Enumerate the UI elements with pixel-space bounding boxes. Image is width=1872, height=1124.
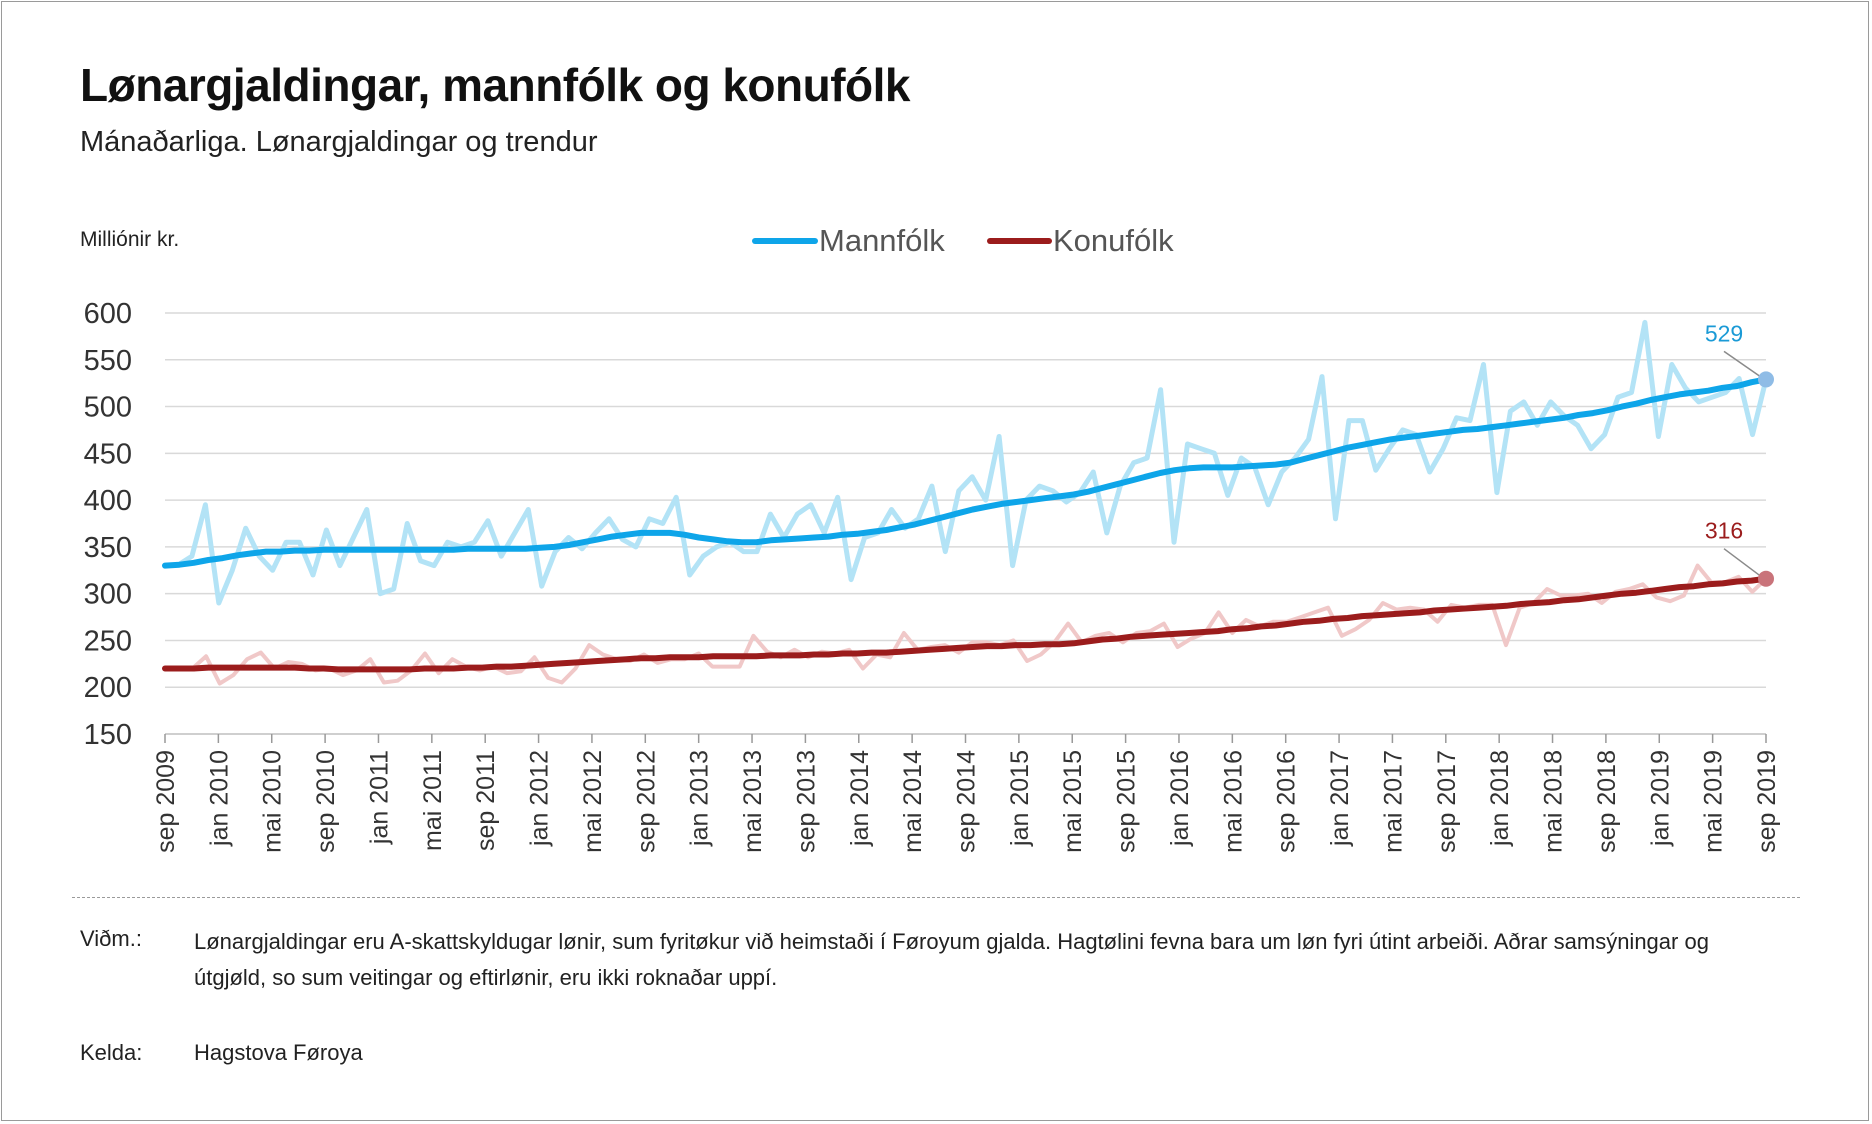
y-tick-label: 200 [84,672,132,704]
series-line-mannfolk-trend [162,376,1769,569]
source-text: Hagstova Føroya [194,1040,363,1065]
y-tick-label: 550 [84,345,132,377]
x-tick-label: jan 2018 [1486,750,1514,847]
y-tick-label: 250 [84,625,132,657]
y-tick-label: 450 [84,438,132,470]
x-tick-label: sep 2019 [1753,750,1781,853]
legend-label-konufolk: Konufólk [1053,223,1174,258]
x-tick-label: jan 2015 [1006,750,1034,847]
source-label: Kelda: [80,1040,143,1065]
x-axis-ticks: sep 2009 jan 2010 mai 2010 sep 2010 jan 2011… [152,734,1781,853]
x-tick-label: sep 2009 [152,750,180,853]
end-label-leader-mannfolk [1723,350,1761,378]
x-tick-label: jan 2012 [526,750,554,847]
x-tick-label: jan 2010 [205,750,233,847]
x-tick-label: sep 2012 [632,750,660,853]
note-text: Lønargjaldingar eru A-skattskyldugar løn… [194,929,1709,990]
note-label: Viðm.: [80,926,142,951]
series-line-mannfolk-monthly [162,319,1769,606]
x-tick-label: mai 2012 [579,750,607,853]
line-chart: Mannfólk Konufólk 150 200 250 300 350 400 450 5… [84,223,1781,853]
end-label-konufolk: 316 [1705,518,1743,544]
y-tick-label: 500 [84,392,132,424]
x-tick-label: sep 2014 [953,750,981,853]
legend: Mannfólk Konufólk [752,223,1174,258]
x-tick-label: sep 2016 [1273,750,1301,853]
x-tick-label: mai 2019 [1700,750,1728,853]
x-tick-label: mai 2017 [1379,750,1407,853]
x-tick-label: sep 2018 [1593,750,1621,853]
x-tick-label: mai 2016 [1219,750,1247,853]
end-point-mannfolk [1758,371,1774,388]
y-tick-label: 300 [84,579,132,611]
x-tick-label: jan 2014 [846,750,874,847]
y-tick-label: 400 [84,485,132,517]
x-tick-label: sep 2017 [1433,750,1461,853]
end-point-konufolk [1758,570,1774,587]
x-tick-label: sep 2013 [792,750,820,853]
x-tick-label: sep 2011 [472,750,500,851]
x-tick-label: jan 2011 [365,750,393,845]
x-tick-label: jan 2019 [1646,750,1674,847]
chart-subtitle: Mánaðarliga. Lønargjaldingar og trendur [80,126,598,158]
x-tick-label: sep 2015 [1113,750,1141,853]
footer-divider [72,897,1800,898]
x-tick-label: mai 2013 [739,750,767,853]
series-line-konufolk-trend [162,575,1769,673]
series-line-konufolk-monthly [163,563,1768,686]
x-tick-label: mai 2014 [899,750,927,853]
end-labels: 529 316 [1705,320,1774,587]
y-axis-unit-label: Milliónir kr. [80,228,180,251]
x-tick-label: jan 2013 [686,750,714,847]
legend-label-mannfolk: Mannfólk [819,223,945,258]
y-tick-label: 350 [84,532,132,564]
x-tick-label: mai 2018 [1540,750,1568,853]
series-layer [162,319,1769,686]
end-label-mannfolk: 529 [1705,320,1743,346]
y-tick-label: 150 [84,719,132,751]
chart-title: Lønargjaldingar, mannfólk og konufólk [80,59,910,111]
x-tick-label: sep 2010 [312,750,340,853]
x-tick-label: jan 2017 [1326,750,1354,847]
y-axis-ticks: 150 200 250 300 350 400 450 500 550 600 [84,298,132,751]
x-tick-label: jan 2016 [1166,750,1194,847]
y-tick-label: 600 [84,298,132,330]
x-tick-label: mai 2010 [259,750,287,853]
x-tick-label: mai 2011 [419,750,447,851]
x-tick-label: mai 2015 [1059,750,1087,853]
end-label-leader-konufolk [1723,548,1761,577]
